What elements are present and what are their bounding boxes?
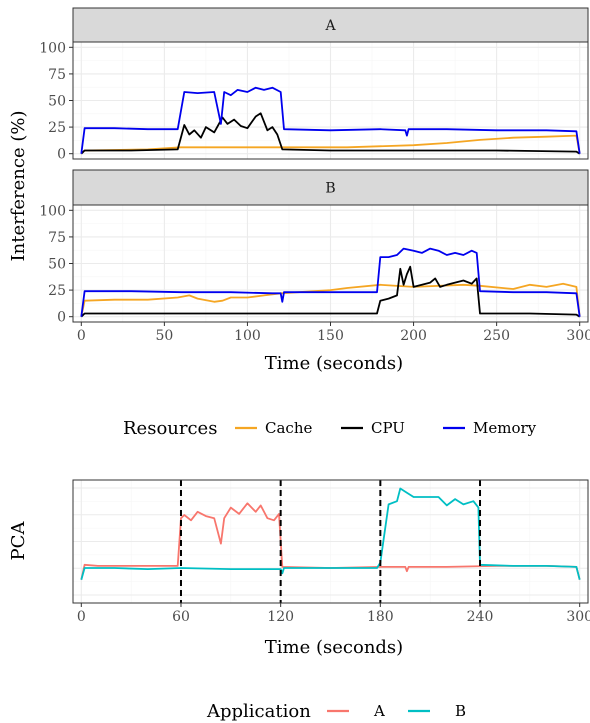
y-tick-label: 0 (57, 310, 66, 326)
pca-panel: 0 60 120 180 240 300 (72, 479, 590, 625)
y-tick-label: 100 (39, 40, 66, 56)
interference-chart: A 0 25 50 75 100 B 0 25 50 75 100 0 50 100 150 200 250 30… (8, 7, 590, 439)
series-line-memory (80, 247, 581, 317)
application-legend: Application A B (206, 701, 466, 722)
pca-chart: 0 60 120 180 240 300 PCA Time (seconds) Appli… (8, 479, 590, 722)
top-chart-x-tick-label: 200 (400, 328, 427, 344)
pca-chart-x-tick-label: 60 (172, 609, 190, 625)
pca-y-axis-title: PCA (8, 521, 29, 561)
top-chart-x-tick-label: 100 (234, 328, 261, 344)
top-chart-x-tick-label: 250 (483, 328, 510, 344)
y-tick-label: 75 (48, 230, 66, 246)
facet-strip (72, 169, 589, 206)
series-line-b (80, 487, 581, 580)
legend-label-a: A (373, 702, 385, 720)
pca-chart-x-tick-label: 120 (267, 609, 294, 625)
legend-label-cache: Cache (265, 419, 312, 437)
top-chart-x-tick-label: 0 (77, 328, 86, 344)
y-tick-label: 0 (57, 147, 66, 163)
y-tick-label: 100 (39, 203, 66, 219)
top-chart-x-tick-label: 150 (317, 328, 344, 344)
top-chart-x-tick-label: 50 (155, 328, 173, 344)
legend-label-b: B (455, 702, 466, 720)
legend-label-memory: Memory (473, 419, 537, 437)
y-axis-title: Interference (%) (8, 111, 29, 262)
y-tick-label: 50 (48, 94, 66, 110)
facet-panel-a: A 0 25 50 75 100 (39, 7, 589, 163)
facet-panel-b: B 0 25 50 75 100 0 50 100 150 200 250 300 (39, 169, 590, 344)
legend-title: Application (206, 701, 311, 722)
panel-border (72, 479, 589, 604)
y-tick-label: 75 (48, 67, 66, 83)
pca-chart-x-tick-label: 0 (77, 609, 86, 625)
facet-strip-label: A (324, 18, 336, 34)
facet-strip (72, 7, 589, 43)
series-line-a (80, 502, 581, 580)
series-line-memory (80, 86, 581, 154)
panel-border (72, 41, 589, 160)
legend-title: Resources (123, 418, 217, 439)
facet-strip-label: B (325, 181, 335, 197)
series-line-cpu (80, 112, 581, 155)
pca-chart-x-tick-label: 300 (566, 609, 590, 625)
pca-chart-x-tick-label: 240 (467, 609, 494, 625)
pca-x-axis-title: Time (seconds) (265, 637, 403, 658)
y-tick-label: 25 (48, 120, 66, 136)
legend-label-cpu: CPU (371, 419, 405, 437)
y-tick-label: 50 (48, 257, 66, 273)
y-tick-label: 25 (48, 283, 66, 299)
top-chart-x-tick-label: 300 (566, 328, 590, 344)
x-axis-title: Time (seconds) (265, 353, 403, 374)
resources-legend: Resources Cache CPU Memory (123, 418, 537, 439)
series-line-cpu (80, 265, 581, 318)
pca-chart-x-tick-label: 180 (367, 609, 394, 625)
